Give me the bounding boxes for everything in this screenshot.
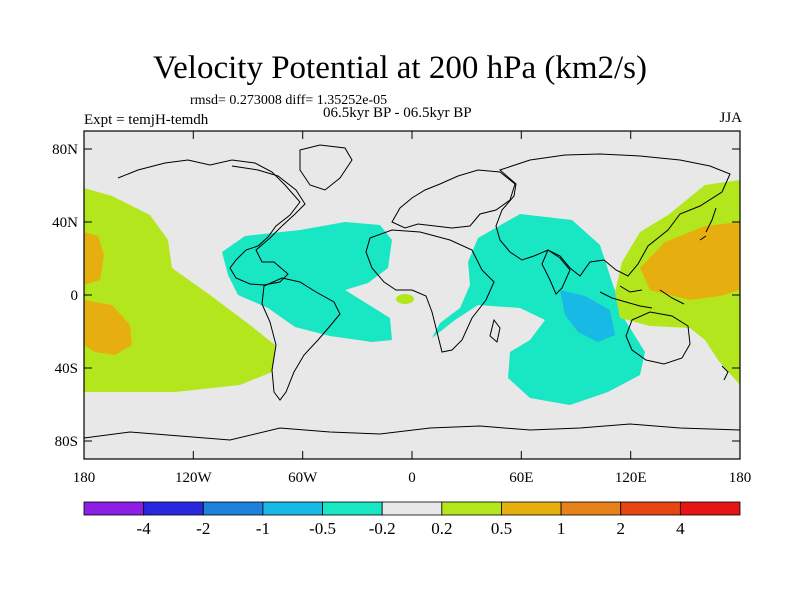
colorbar-label: -2 [196, 519, 210, 538]
colorbar-label: 4 [676, 519, 685, 538]
stats-line: rmsd= 0.273008 diff= 1.35252e-05 [190, 93, 388, 108]
lat-tick-label: 40N [52, 215, 78, 231]
colorbar-label: 0.5 [491, 519, 512, 538]
colorbar-swatch [381, 501, 443, 516]
colorbar-swatch [83, 501, 145, 516]
coast-india [541, 249, 571, 295]
coast-japan [699, 207, 717, 241]
colorbar-label: -0.2 [369, 519, 396, 538]
colorbar-swatch [441, 501, 502, 516]
field-pacific-core-north [84, 232, 104, 285]
map-title: Velocity Potential at 200 hPa (km2/s) [152, 50, 648, 86]
coast-africa [365, 229, 495, 353]
colorbar-swatch [560, 501, 622, 516]
lon-tick-labels: 180 120W 60W 0 60E 120E 180 [73, 470, 752, 486]
field-atlantic-negative [222, 222, 392, 342]
colorbar-swatch [202, 501, 264, 516]
colorbar-labels: -4 -2 -1 -0.5 -0.2 0.2 0.5 1 2 4 [137, 519, 686, 538]
colorbar-swatch [322, 501, 383, 516]
coast-north-america [117, 159, 306, 286]
colorbar-label: 0.2 [431, 519, 452, 538]
colorbar [83, 501, 741, 516]
lon-tick-label: 180 [73, 470, 96, 486]
lon-tick-label: 60E [509, 470, 533, 486]
coast-europe [391, 169, 516, 229]
field-pacific-east-positive [84, 188, 275, 392]
lon-tick-label: 120W [175, 470, 213, 486]
lon-tick-label: 60W [288, 470, 318, 486]
coast-australia [625, 311, 691, 365]
colorbar-swatch [143, 501, 204, 516]
coast-antarctica [84, 423, 740, 441]
colorbar-label: 1 [557, 519, 566, 538]
period-label: 06.5kyr BP - 06.5kyr BP [323, 105, 472, 121]
colorbar-swatch [620, 501, 681, 516]
coast-indonesia [599, 285, 685, 309]
colorbar-swatch [501, 501, 562, 516]
lon-tick-label: 180 [729, 470, 752, 486]
lon-tick-marks [83, 131, 741, 459]
coast-madagascar [489, 318, 501, 343]
experiment-label: Expt = temjH-temdh [84, 112, 209, 128]
lat-tick-label: 80S [55, 434, 78, 450]
lat-tick-label: 80N [52, 142, 78, 158]
field-guinea-patch [396, 294, 414, 304]
colorbar-swatch [679, 501, 741, 516]
colorbar-label: -1 [256, 519, 270, 538]
coast-new-zealand [721, 365, 729, 381]
season-label: JJA [719, 110, 742, 126]
field-indian-core [560, 290, 615, 342]
colorbar-label: 2 [616, 519, 625, 538]
coast-south-america [261, 277, 341, 401]
field-pacific-core-south [84, 300, 132, 355]
colorbar-swatch [262, 501, 323, 516]
lat-tick-labels: 80N 40N 0 40S 80S [52, 142, 78, 450]
field-west-pacific-core [640, 222, 740, 300]
lon-tick-label: 0 [408, 470, 416, 486]
contour-fills [84, 144, 740, 441]
lon-tick-label: 120E [615, 470, 647, 486]
colorbar-label: -0.5 [309, 519, 336, 538]
lat-tick-label: 40S [55, 361, 78, 377]
lat-tick-label: 0 [71, 288, 79, 304]
coast-greenland [299, 144, 353, 191]
coastlines [84, 144, 740, 441]
colorbar-label: -4 [137, 519, 152, 538]
coast-asia [495, 153, 731, 277]
lat-tick-marks [84, 148, 740, 442]
